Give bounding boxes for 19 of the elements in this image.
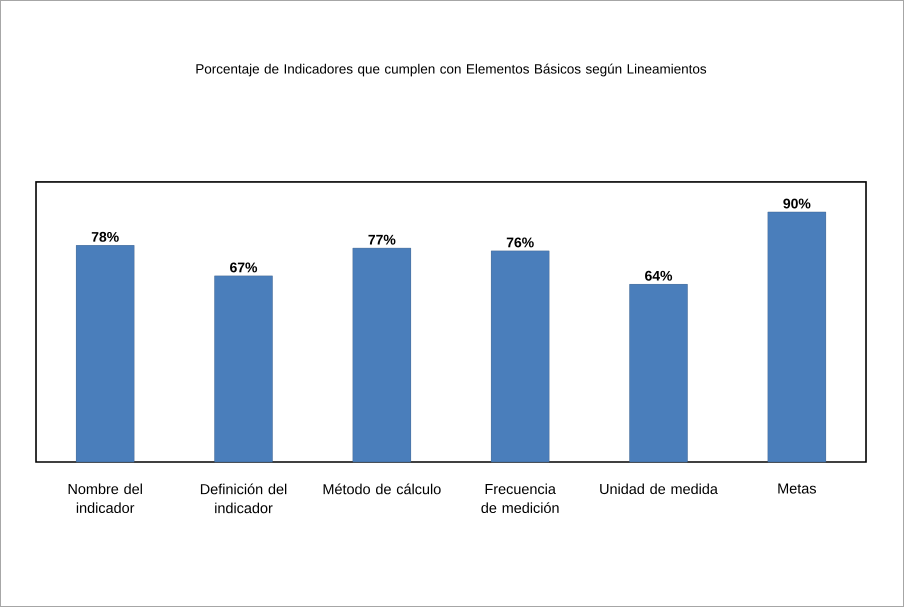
- x-tick-label: Definición del indicador: [200, 484, 286, 514]
- data-label: 77%: [368, 234, 396, 245]
- bar: [76, 245, 134, 462]
- bar: [352, 248, 412, 462]
- chart-title: Porcentaje de Indicadores que cumplen con Elementos Básicos según Lineamientos: [196, 64, 706, 76]
- x-tick-label: Frecuencia de medición: [481, 484, 559, 514]
- data-label: 67%: [230, 262, 258, 272]
- data-label: 64%: [645, 270, 672, 281]
- x-tick-label: Unidad de medida: [600, 484, 718, 494]
- bar: [214, 276, 273, 462]
- bar: [629, 284, 688, 462]
- data-label: 78%: [92, 232, 119, 242]
- bar: [768, 212, 826, 462]
- data-label: 76%: [506, 237, 534, 248]
- data-label: 90%: [783, 198, 810, 208]
- x-tick-label: Metas: [778, 484, 816, 494]
- x-tick-label: Nombre del indicador: [68, 484, 142, 514]
- bar: [490, 250, 550, 462]
- x-tick-label: Método de cálculo: [324, 484, 441, 494]
